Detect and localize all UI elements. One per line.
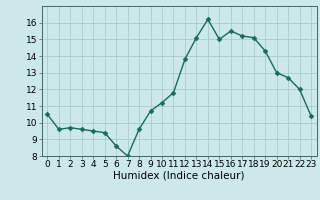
X-axis label: Humidex (Indice chaleur): Humidex (Indice chaleur)	[114, 171, 245, 181]
